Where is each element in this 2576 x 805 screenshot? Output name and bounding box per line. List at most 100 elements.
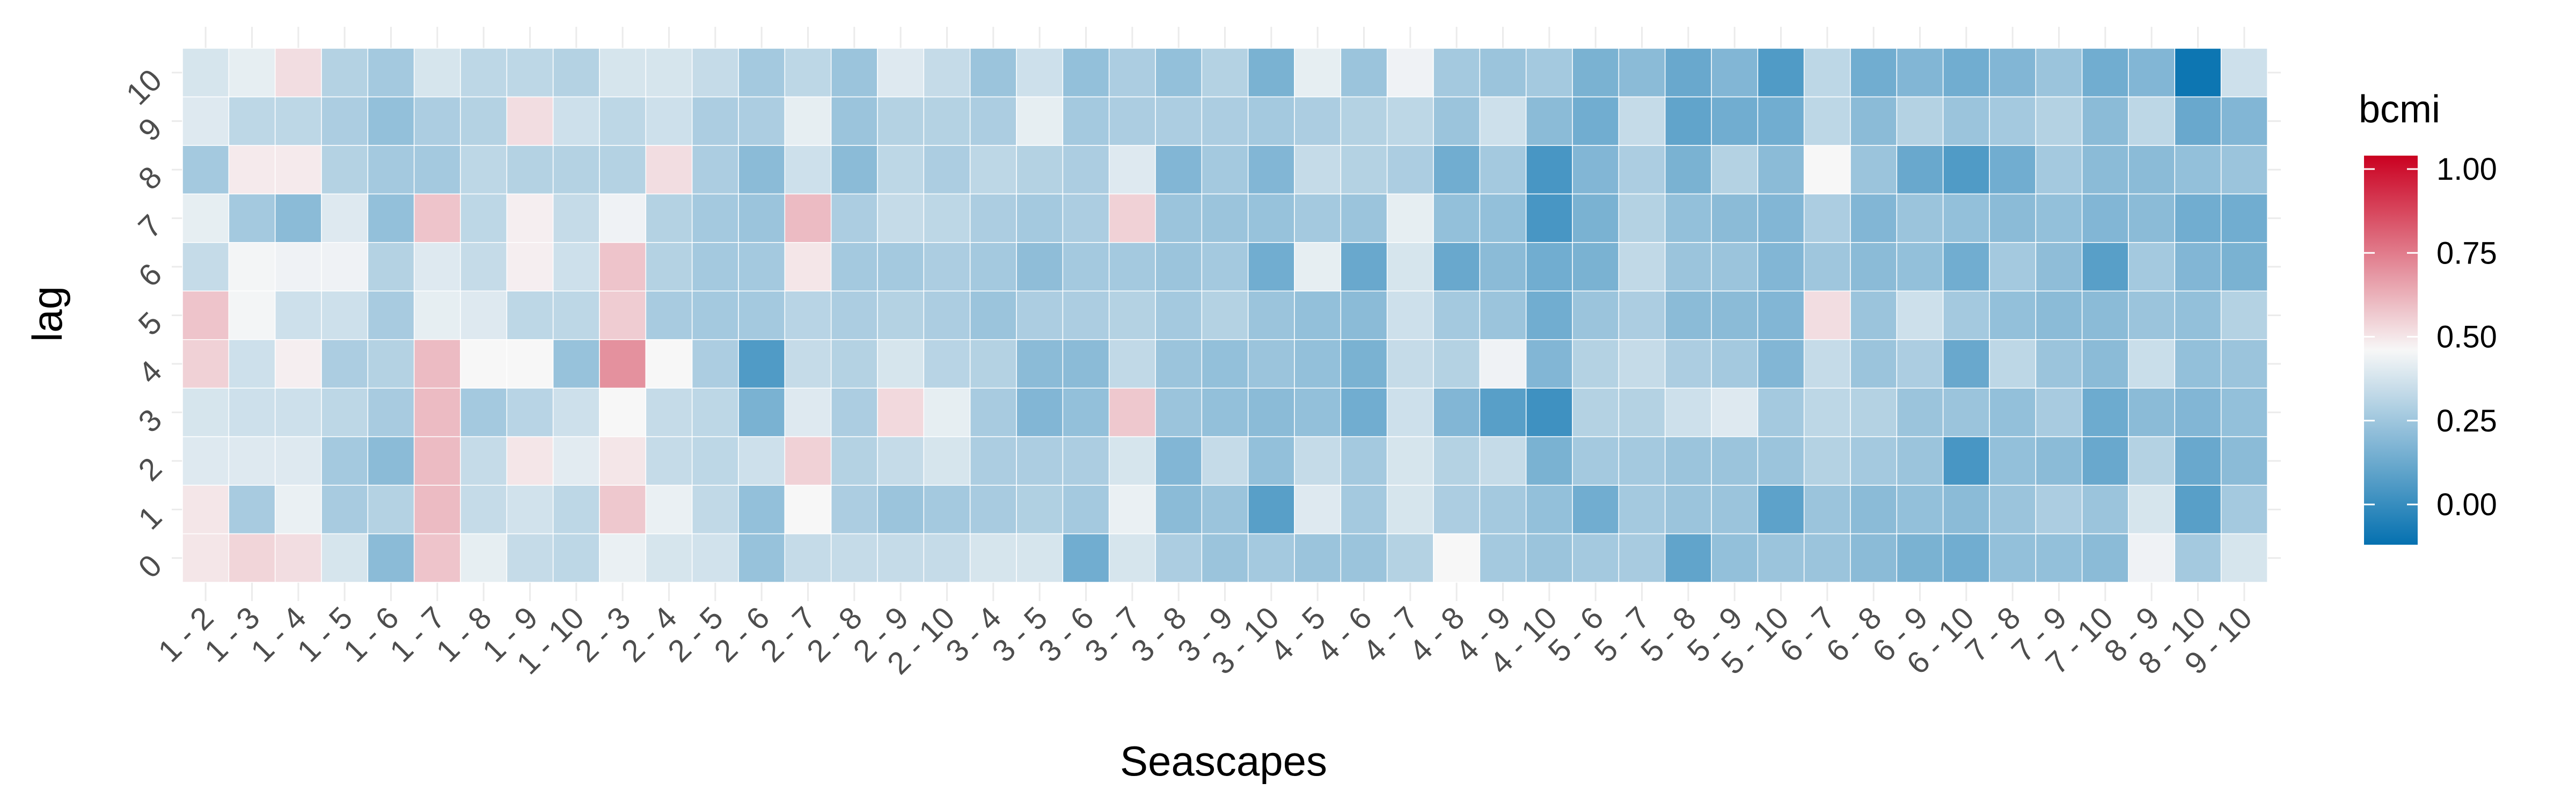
heatmap-cell: [645, 48, 693, 98]
heatmap-cell: [2128, 145, 2176, 195]
heatmap-cell: [1155, 533, 1203, 583]
heatmap-cell: [1664, 533, 1712, 583]
heatmap-cell: [460, 145, 508, 195]
heatmap-cell: [738, 290, 786, 340]
heatmap-cell: [2174, 533, 2222, 583]
heatmap-cell: [1016, 48, 1064, 98]
heatmap-cell: [1433, 48, 1481, 98]
heatmap-cell: [413, 339, 461, 389]
heatmap-cell: [552, 48, 600, 98]
heatmap-cell: [1896, 242, 1944, 292]
heatmap-cell: [228, 145, 276, 195]
heatmap-cell: [1016, 290, 1064, 340]
heatmap-cell: [2128, 48, 2176, 98]
heatmap-cell: [1989, 145, 2037, 195]
heatmap-cell: [228, 485, 276, 535]
heatmap-cell: [1433, 533, 1481, 583]
heatmap-cell: [969, 533, 1017, 583]
heatmap-cell: [1062, 290, 1110, 340]
heatmap-cell: [1711, 193, 1759, 243]
heatmap-cell: [830, 96, 878, 146]
heatmap-cell: [1618, 387, 1666, 437]
heatmap-cell: [1757, 145, 1805, 195]
heatmap-cell: [1572, 290, 1620, 340]
heatmap-cell: [1108, 145, 1156, 195]
legend-label: 1.00: [2436, 152, 2497, 187]
heatmap-cell: [784, 485, 832, 535]
heatmap-cell: [599, 193, 647, 243]
heatmap-cell: [599, 436, 647, 486]
heatmap-cell: [1062, 48, 1110, 98]
heatmap-cell: [645, 290, 693, 340]
heatmap-cell: [552, 145, 600, 195]
heatmap-cell: [1340, 533, 1388, 583]
heatmap-cells: [182, 48, 2268, 583]
heatmap-cell: [1664, 485, 1712, 535]
heatmap-cell: [274, 485, 322, 535]
heatmap-cell: [1664, 339, 1712, 389]
heatmap-cell: [460, 96, 508, 146]
heatmap-cell: [506, 242, 554, 292]
heatmap-cell: [274, 145, 322, 195]
legend-color-bar: [2364, 156, 2418, 545]
heatmap-cell: [274, 290, 322, 340]
heatmap-cell: [877, 533, 925, 583]
heatmap-cell: [877, 436, 925, 486]
heatmap-cell: [1942, 290, 1990, 340]
heatmap-cell: [1479, 48, 1527, 98]
heatmap-cell: [1850, 48, 1898, 98]
heatmap-cell: [1618, 48, 1666, 98]
heatmap-cell: [1247, 436, 1295, 486]
heatmap-cell: [1201, 48, 1249, 98]
heatmap-cell: [1433, 96, 1481, 146]
heatmap-cell: [2220, 48, 2268, 98]
heatmap-cell: [1386, 339, 1434, 389]
heatmap-cell: [1711, 533, 1759, 583]
heatmap-cell: [1247, 339, 1295, 389]
heatmap-cell: [1386, 290, 1434, 340]
heatmap-cell: [1803, 290, 1851, 340]
heatmap-cell: [1942, 339, 1990, 389]
heatmap-cell: [552, 436, 600, 486]
heatmap-cell: [1803, 145, 1851, 195]
heatmap-cell: [1572, 242, 1620, 292]
heatmap-cell: [321, 145, 369, 195]
heatmap-cell: [1850, 339, 1898, 389]
heatmap-cell: [1711, 145, 1759, 195]
heatmap-cell: [1850, 290, 1898, 340]
heatmap-cell: [506, 339, 554, 389]
heatmap-cell: [1479, 290, 1527, 340]
heatmap-cell: [2128, 290, 2176, 340]
heatmap-cell: [1989, 96, 2037, 146]
heatmap-cell: [645, 145, 693, 195]
heatmap-cell: [1942, 193, 1990, 243]
heatmap-cell: [1989, 242, 2037, 292]
heatmap-cell: [1108, 485, 1156, 535]
heatmap-cell: [1340, 145, 1388, 195]
heatmap-cell: [784, 145, 832, 195]
heatmap-cell: [1479, 242, 1527, 292]
heatmap-cell: [1757, 387, 1805, 437]
heatmap-cell: [1942, 436, 1990, 486]
heatmap-cell: [969, 485, 1017, 535]
heatmap-cell: [1155, 193, 1203, 243]
heatmap-cell: [830, 145, 878, 195]
heatmap-cell: [1896, 485, 1944, 535]
heatmap-cell: [1062, 96, 1110, 146]
heatmap-cell: [460, 193, 508, 243]
heatmap-cell: [1108, 96, 1156, 146]
heatmap-cell: [274, 242, 322, 292]
heatmap-cell: [1386, 436, 1434, 486]
heatmap-cell: [1664, 193, 1712, 243]
heatmap-cell: [784, 48, 832, 98]
heatmap-cell: [2081, 96, 2129, 146]
heatmap-cell: [1757, 339, 1805, 389]
heatmap-cell: [552, 533, 600, 583]
heatmap-cell: [1711, 96, 1759, 146]
heatmap-cell: [1294, 193, 1342, 243]
heatmap-cell: [1155, 96, 1203, 146]
heatmap-cell: [645, 387, 693, 437]
heatmap-cell: [1896, 533, 1944, 583]
heatmap-cell: [1850, 145, 1898, 195]
